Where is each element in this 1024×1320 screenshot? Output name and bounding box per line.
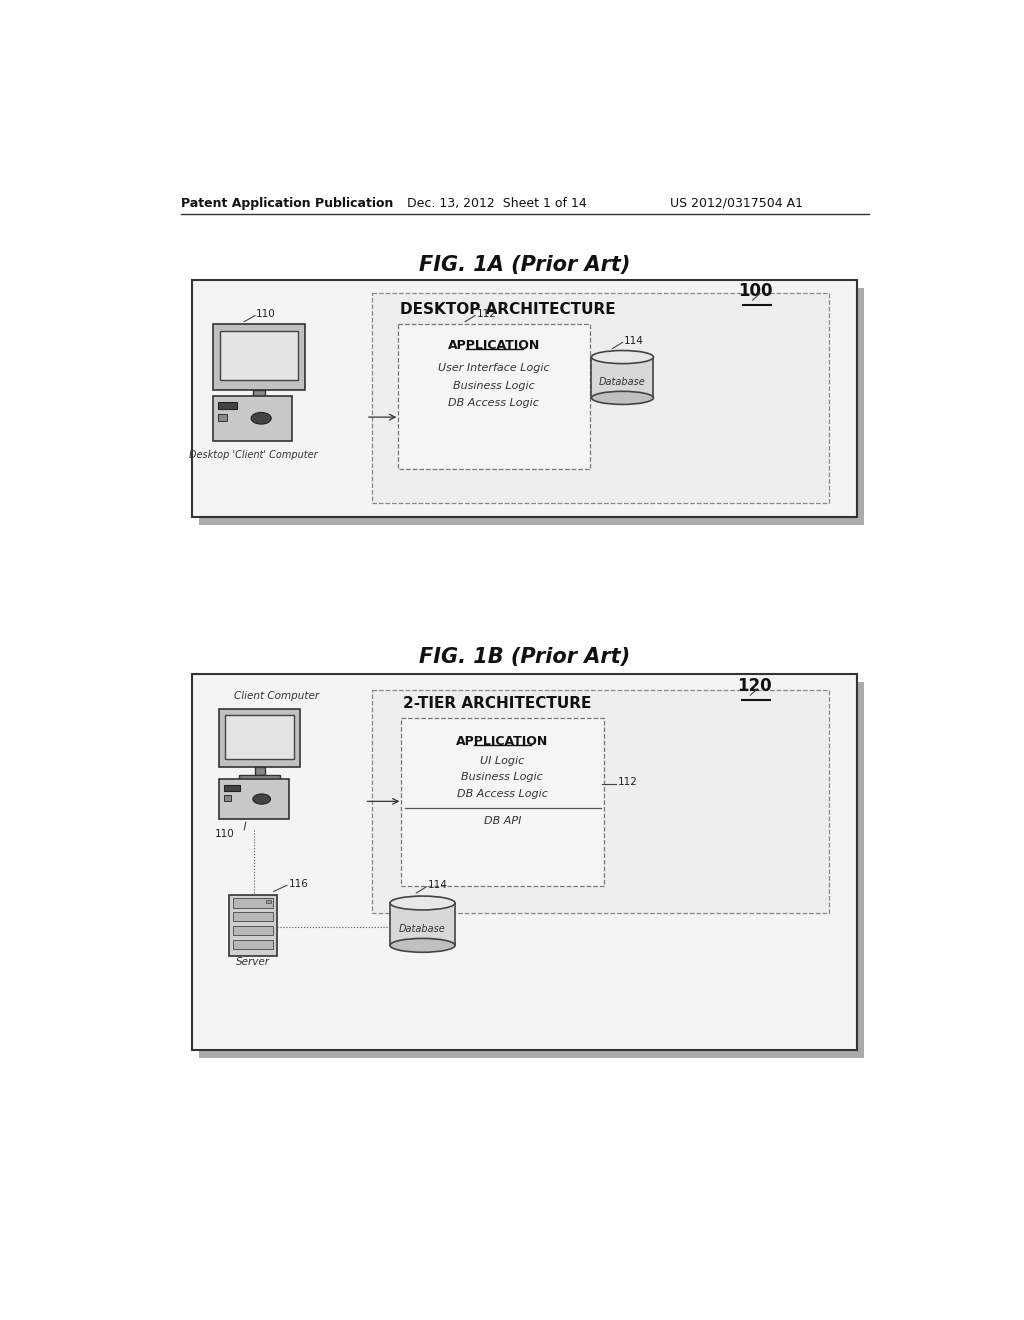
FancyBboxPatch shape: [224, 785, 240, 791]
Text: Business Logic: Business Logic: [453, 380, 535, 391]
FancyBboxPatch shape: [191, 280, 856, 517]
Text: 100: 100: [738, 282, 773, 300]
FancyBboxPatch shape: [220, 330, 298, 380]
FancyBboxPatch shape: [592, 358, 653, 397]
Text: 116: 116: [289, 879, 308, 888]
Text: DESKTOP ARCHITECTURE: DESKTOP ARCHITECTURE: [400, 302, 615, 317]
Text: DB Access Logic: DB Access Logic: [457, 789, 548, 800]
FancyBboxPatch shape: [213, 323, 305, 391]
Text: Patent Application Publication: Patent Application Publication: [180, 197, 393, 210]
Text: Client Computer: Client Computer: [234, 690, 319, 701]
FancyBboxPatch shape: [400, 718, 604, 886]
Text: APPLICATION: APPLICATION: [447, 339, 540, 352]
Text: Server: Server: [236, 957, 269, 968]
Ellipse shape: [390, 896, 455, 909]
FancyBboxPatch shape: [218, 414, 226, 421]
Text: 2-TIER ARCHITECTURE: 2-TIER ARCHITECTURE: [402, 696, 591, 711]
Text: 114: 114: [428, 880, 447, 890]
FancyBboxPatch shape: [191, 675, 856, 1051]
Text: 114: 114: [624, 335, 644, 346]
Text: 110: 110: [215, 829, 234, 840]
FancyBboxPatch shape: [856, 288, 864, 525]
FancyBboxPatch shape: [390, 903, 455, 945]
FancyBboxPatch shape: [253, 391, 265, 399]
Text: Business Logic: Business Logic: [462, 772, 543, 783]
Text: DB Access Logic: DB Access Logic: [449, 399, 540, 408]
FancyBboxPatch shape: [224, 795, 231, 801]
FancyBboxPatch shape: [219, 709, 300, 767]
FancyBboxPatch shape: [372, 689, 829, 913]
Text: Desktop 'Client' Computer: Desktop 'Client' Computer: [189, 450, 317, 459]
FancyBboxPatch shape: [397, 323, 590, 469]
FancyBboxPatch shape: [225, 715, 294, 759]
FancyBboxPatch shape: [232, 940, 273, 949]
FancyBboxPatch shape: [236, 399, 283, 407]
FancyBboxPatch shape: [856, 682, 864, 1057]
Text: FIG. 1A (Prior Art): FIG. 1A (Prior Art): [419, 255, 631, 275]
Text: DB API: DB API: [483, 816, 521, 825]
FancyBboxPatch shape: [232, 912, 273, 921]
Text: APPLICATION: APPLICATION: [457, 735, 549, 748]
Text: Database: Database: [599, 376, 646, 387]
FancyBboxPatch shape: [200, 1051, 864, 1057]
Text: 110: 110: [256, 309, 275, 319]
Text: FIG. 1B (Prior Art): FIG. 1B (Prior Art): [419, 647, 631, 668]
Text: User Interface Logic: User Interface Logic: [438, 363, 550, 372]
FancyBboxPatch shape: [219, 779, 289, 818]
Text: Dec. 13, 2012  Sheet 1 of 14: Dec. 13, 2012 Sheet 1 of 14: [407, 197, 587, 210]
FancyBboxPatch shape: [266, 900, 270, 903]
Text: US 2012/0317504 A1: US 2012/0317504 A1: [671, 197, 804, 210]
FancyBboxPatch shape: [240, 775, 281, 781]
Text: 112: 112: [477, 309, 497, 319]
Text: 112: 112: [617, 777, 638, 787]
Ellipse shape: [251, 412, 271, 424]
FancyBboxPatch shape: [232, 927, 273, 936]
FancyBboxPatch shape: [255, 767, 265, 775]
FancyBboxPatch shape: [200, 517, 864, 525]
FancyBboxPatch shape: [228, 895, 276, 956]
Ellipse shape: [592, 391, 653, 404]
FancyBboxPatch shape: [372, 293, 829, 503]
Ellipse shape: [390, 939, 455, 952]
Text: UI Logic: UI Logic: [480, 755, 524, 766]
Ellipse shape: [253, 793, 270, 804]
Text: Database: Database: [399, 924, 445, 935]
Text: 120: 120: [737, 677, 771, 696]
FancyBboxPatch shape: [232, 899, 273, 908]
Ellipse shape: [592, 351, 653, 363]
FancyBboxPatch shape: [218, 403, 237, 409]
FancyBboxPatch shape: [213, 396, 292, 441]
